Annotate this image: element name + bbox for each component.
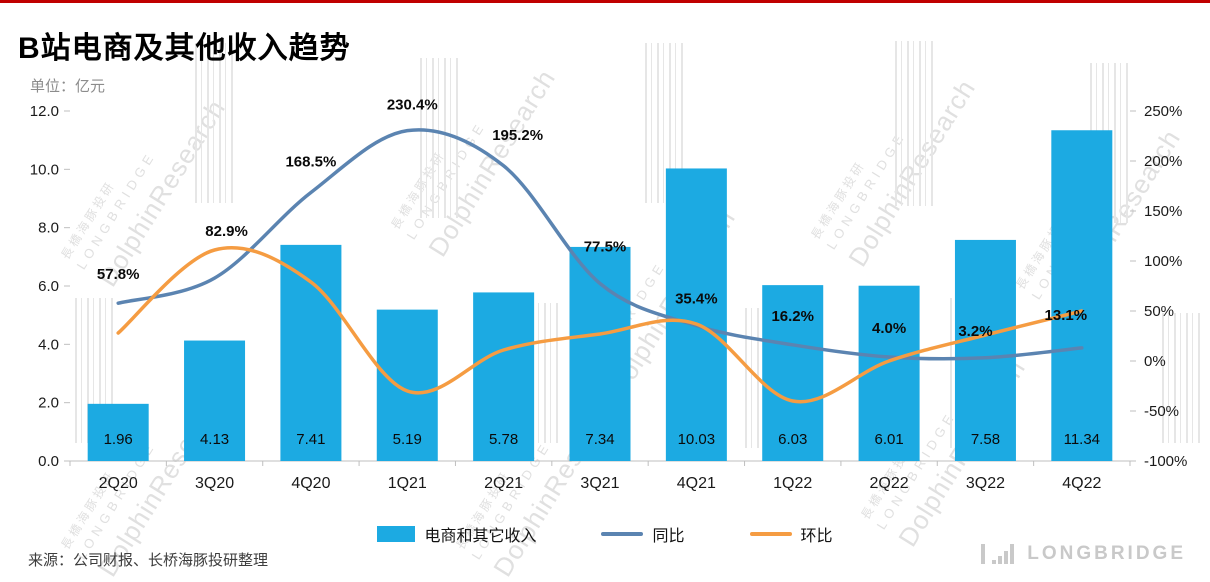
longbridge-logo-text: LONGBRIDGE — [1027, 543, 1186, 564]
bar-value-label: 7.41 — [296, 431, 325, 448]
legend-swatch — [377, 526, 416, 542]
line-data-label: 195.2% — [492, 127, 543, 144]
x-axis-category-label: 2Q22 — [870, 475, 909, 492]
chart-legend: 电商和其它收入 同比 环比 — [0, 522, 1210, 546]
right-axis-label: 50% — [1144, 303, 1174, 320]
bar-value-label: 4.13 — [200, 431, 229, 448]
legend-item-bar: 电商和其它收入 — [377, 522, 536, 546]
x-axis-category-label: 4Q22 — [1062, 475, 1101, 492]
bar-value-label: 7.58 — [971, 431, 1000, 448]
bar-2Q21 — [473, 292, 535, 461]
bar-3Q20 — [184, 340, 246, 461]
bar-value-label: 5.19 — [393, 431, 422, 448]
line-data-label: 13.1% — [1045, 307, 1088, 324]
x-axis-category-label: 1Q21 — [388, 475, 427, 492]
x-axis-category-label: 2Q20 — [99, 475, 138, 492]
x-axis-category-label: 2Q21 — [484, 475, 523, 492]
bar-value-label: 10.03 — [678, 431, 716, 448]
line-环比 — [116, 246, 1084, 404]
longbridge-logo: LONGBRIDGE — [981, 541, 1186, 567]
legend-label: 同比 — [652, 528, 685, 545]
left-axis-label: 2.0 — [38, 395, 59, 412]
left-axis-label: 10.0 — [30, 161, 59, 178]
x-axis-category-label: 1Q22 — [773, 475, 812, 492]
line-data-label: 168.5% — [285, 154, 336, 171]
bar-value-label: 7.34 — [585, 431, 614, 448]
legend-label: 电商和其它收入 — [424, 528, 537, 545]
legend-swatch — [749, 532, 792, 536]
legend-swatch — [601, 532, 644, 536]
bar-2Q20 — [87, 403, 149, 461]
unit-label: 单位：亿元 — [30, 78, 106, 95]
line-data-label: 77.5% — [584, 239, 627, 256]
x-axis-category-label: 3Q21 — [580, 475, 619, 492]
x-axis-category-label: 4Q21 — [677, 475, 716, 492]
bar-value-label: 5.78 — [489, 431, 518, 448]
bar-value-label: 6.01 — [874, 431, 903, 448]
right-axis-label: -100% — [1144, 453, 1187, 470]
line-data-label: 16.2% — [771, 308, 814, 325]
bar-3Q22 — [954, 239, 1016, 461]
legend-label: 环比 — [800, 528, 833, 545]
left-axis-label: 0.0 — [38, 453, 59, 470]
line-data-label: 3.2% — [958, 323, 992, 340]
x-axis-category-label: 3Q20 — [195, 475, 234, 492]
bar-3Q21 — [569, 246, 631, 461]
right-axis-label: -50% — [1144, 403, 1179, 420]
watermark-barcode — [195, 43, 233, 203]
bar-value-label: 11.34 — [1064, 431, 1100, 448]
bar-value-label: 6.03 — [778, 431, 807, 448]
page-title: B站电商及其他收入趋势 — [18, 32, 351, 65]
bar-4Q20 — [280, 244, 342, 461]
chart-canvas: 12.0 10.0 8.0 6.0 4.0 2.0 0.0 250% 200% 150% 100% 5… — [30, 97, 1188, 492]
line-data-label: 57.8% — [97, 266, 140, 283]
line-data-label: 35.4% — [675, 291, 718, 308]
right-axis-label: 250% — [1144, 103, 1182, 120]
line-data-label: 4.0% — [872, 320, 906, 337]
right-axis-label: 0% — [1144, 353, 1166, 370]
bar-1Q21 — [376, 309, 438, 461]
right-axis-label: 150% — [1144, 203, 1182, 220]
source-note: 来源：公司财报、长桥海豚投研整理 — [28, 552, 269, 569]
watermark-barcode — [895, 41, 933, 206]
bar-1Q22 — [762, 285, 824, 461]
logo-bars — [981, 544, 1015, 564]
left-axis-label: 12.0 — [30, 103, 59, 120]
x-axis-category-label: 4Q20 — [291, 475, 330, 492]
line-data-label: 230.4% — [387, 97, 438, 114]
right-axis-label: 200% — [1144, 153, 1182, 170]
left-axis-label: 8.0 — [38, 220, 59, 237]
longbridge-logo-icon — [981, 544, 1015, 564]
legend-item-环比: 环比 — [749, 522, 833, 546]
bar-4Q21 — [665, 168, 727, 462]
watermark-barcode — [1162, 313, 1200, 443]
line-data-label: 82.9% — [205, 223, 248, 240]
bar-value-label: 1.96 — [104, 431, 133, 448]
bar-2Q22 — [858, 285, 920, 461]
legend-item-同比: 同比 — [601, 522, 685, 546]
x-axis-category-label: 3Q22 — [966, 475, 1005, 492]
left-axis-label: 4.0 — [38, 336, 59, 353]
left-axis-label: 6.0 — [38, 278, 59, 295]
bar-4Q22 — [1051, 130, 1113, 461]
right-axis-label: 100% — [1144, 253, 1182, 270]
watermark-barcode — [420, 58, 458, 218]
